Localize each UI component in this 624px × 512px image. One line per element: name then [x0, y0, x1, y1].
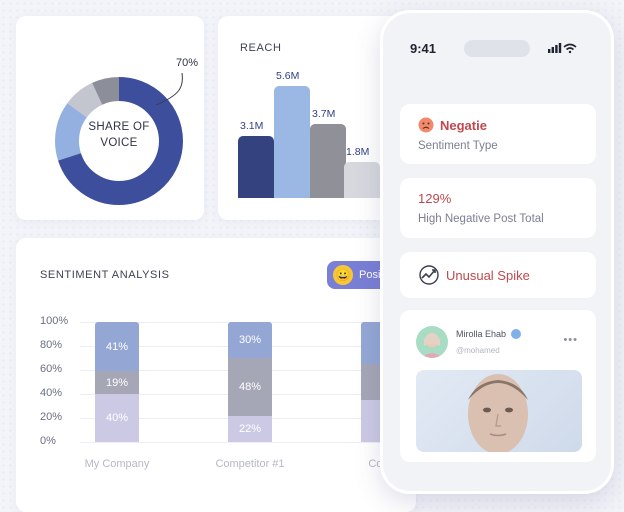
unusual-spike-card[interactable]: Unusual Spike: [400, 252, 596, 298]
sentiment-type-card[interactable]: Negatie Sentiment Type: [400, 104, 596, 164]
y-axis-tick: 40%: [40, 387, 63, 399]
sentiment-type-value: Negatie: [440, 118, 487, 133]
verified-icon: [511, 329, 521, 339]
reach-value-label: 1.8M: [346, 146, 370, 158]
y-axis-tick: 0%: [40, 435, 56, 447]
reach-bar-2[interactable]: [310, 124, 346, 198]
reach-bar-0[interactable]: [238, 136, 274, 198]
sentiment-segment-bottom[interactable]: 22%: [228, 415, 272, 442]
sentiment-segment-top[interactable]: 30%: [228, 322, 272, 358]
spike-icon: [419, 265, 439, 285]
signal-wifi-battery-icons: [548, 43, 577, 54]
grid-line: [80, 442, 410, 443]
share-of-voice-donut: [55, 77, 183, 205]
reach-value-label: 3.1M: [240, 120, 264, 132]
avatar[interactable]: [416, 326, 448, 358]
donut-slice-1[interactable]: [55, 77, 183, 205]
happy-face-icon: 😀: [333, 265, 353, 285]
sentiment-analysis-card: SENTIMENT ANALYSIS 😀 Posi 100% 80% 60% 40% 2…: [16, 238, 416, 512]
sentiment-title: SENTIMENT ANALYSIS: [40, 269, 170, 281]
negative-post-label: High Negative Post Total: [418, 213, 544, 225]
sentiment-segment-mid[interactable]: 19%: [95, 371, 139, 394]
post-author-handle: @mohamed: [456, 346, 500, 355]
donut-slice-3[interactable]: [55, 77, 183, 205]
y-axis-tick: 80%: [40, 339, 63, 351]
donut-center-label: SHARE OF VOICE: [88, 121, 150, 149]
negative-post-value: 129%: [418, 191, 452, 206]
reach-value-label: 5.6M: [276, 70, 300, 82]
category-label: Competitor #1: [215, 458, 285, 470]
reach-bar-1[interactable]: [274, 86, 310, 198]
share-of-voice-card: SHARE OF VOICE 70%: [16, 16, 204, 220]
sentiment-segment-bottom[interactable]: 40%: [95, 394, 139, 442]
sentiment-segment-mid[interactable]: 48%: [228, 358, 272, 416]
y-axis-tick: 100%: [40, 315, 69, 327]
unusual-spike-label: Unusual Spike: [446, 268, 530, 283]
donut-callout-value: 70%: [176, 57, 199, 69]
sad-face-icon: [418, 117, 434, 133]
callout-leader-line: [155, 72, 183, 106]
more-options-icon[interactable]: •••: [563, 334, 578, 346]
reach-value-label: 3.7M: [312, 108, 336, 120]
status-time: 9:41: [410, 41, 437, 56]
pill-label: Posi: [359, 269, 381, 281]
social-post-card[interactable]: Mirolla Ehab @mohamed •••: [400, 310, 596, 462]
y-axis-tick: 20%: [40, 411, 63, 423]
negative-post-total-card[interactable]: 129% High Negative Post Total: [400, 178, 596, 238]
y-axis-tick: 60%: [40, 363, 63, 375]
phone-mockup: 9:41 Negatie Sentiment Type 129% High Ne…: [380, 10, 614, 494]
reach-bar-3[interactable]: [344, 162, 380, 198]
dynamic-island: [464, 40, 530, 57]
sentiment-segment-top[interactable]: 41%: [95, 322, 139, 372]
category-label: My Company: [84, 458, 150, 470]
post-image[interactable]: [416, 370, 582, 452]
reach-card: REACH 3.1M 5.6M 3.7M 1.8M: [218, 16, 408, 220]
sentiment-type-label: Sentiment Type: [418, 140, 498, 152]
post-author-name[interactable]: Mirolla Ehab: [456, 329, 507, 339]
reach-title: REACH: [240, 42, 282, 54]
